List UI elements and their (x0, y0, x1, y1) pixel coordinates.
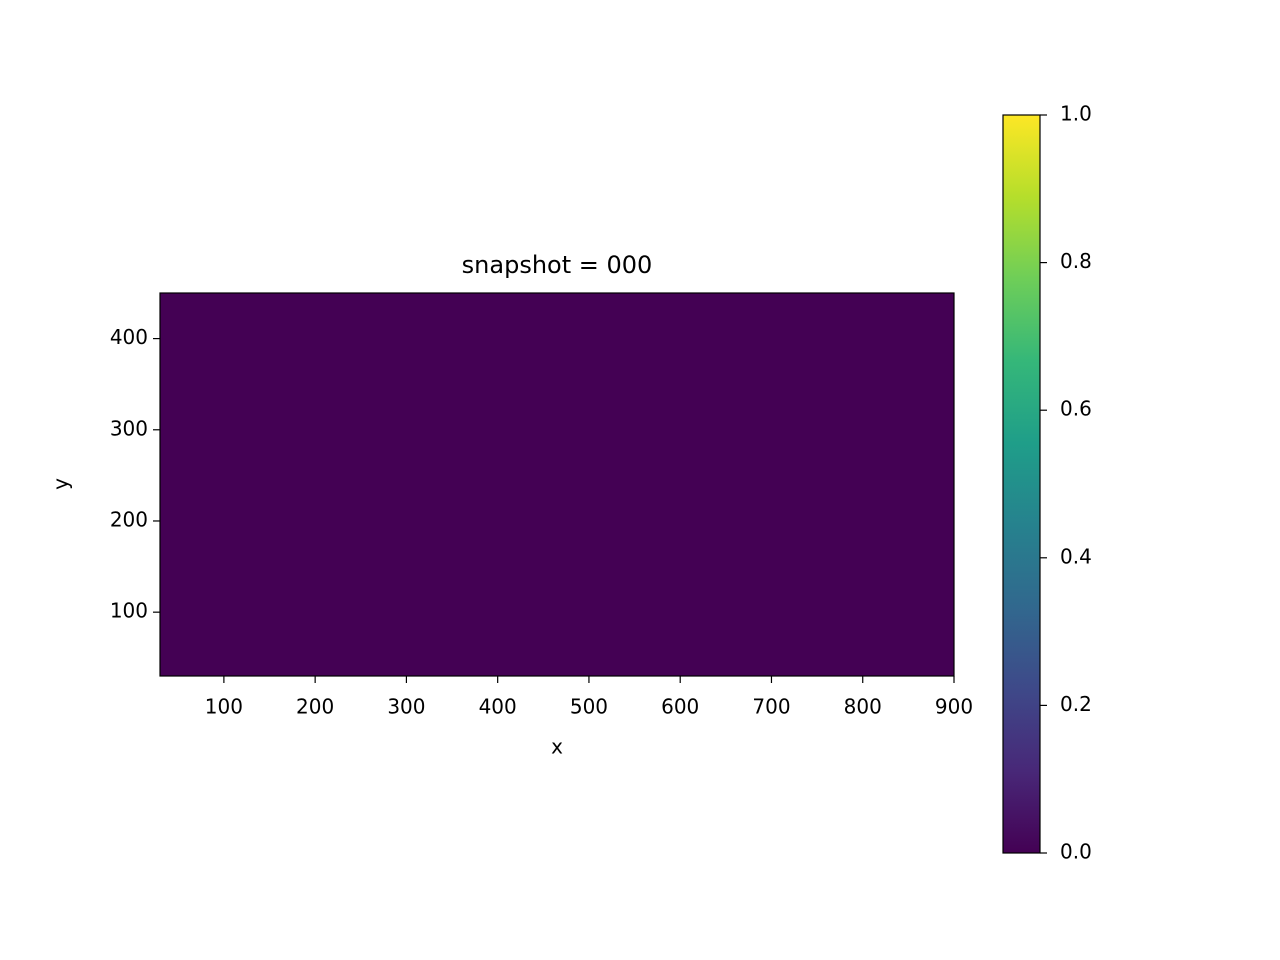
x-tick-label: 800 (844, 695, 882, 719)
x-tick-label: 600 (661, 695, 699, 719)
colorbar-tick-label: 0.4 (1060, 544, 1092, 568)
x-tick-label: 700 (752, 695, 790, 719)
x-tick-label: 500 (570, 695, 608, 719)
colorbar-tick-label: 0.8 (1060, 249, 1092, 273)
x-tick-label: 100 (205, 695, 243, 719)
colorbar-tick-label: 0.2 (1060, 692, 1092, 716)
x-tick-label: 900 (935, 695, 973, 719)
plot-frame (159, 292, 955, 677)
heatmap-cell (160, 293, 954, 676)
x-tick-label: 300 (387, 695, 425, 719)
colorbar (1002, 114, 1041, 854)
colorbar-tick-label: 1.0 (1060, 102, 1092, 126)
y-tick-label: 100 (110, 599, 148, 623)
y-tick-label: 200 (110, 507, 148, 531)
y-tick-label: 300 (110, 416, 148, 440)
y-tick-label: 400 (110, 325, 148, 349)
chart-title: snapshot = 000 (462, 251, 653, 279)
colorbar-tick-label: 0.0 (1060, 840, 1092, 864)
y-axis-label: y (49, 478, 73, 490)
x-tick-label: 400 (479, 695, 517, 719)
x-tick-label: 200 (296, 695, 334, 719)
x-axis-label: x (551, 735, 563, 759)
colorbar-tick-label: 0.6 (1060, 397, 1092, 421)
